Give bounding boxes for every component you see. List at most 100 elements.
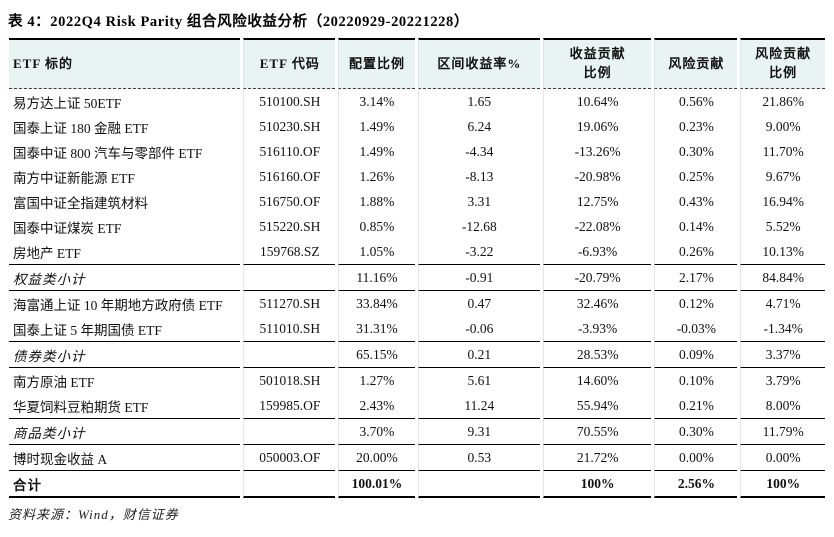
risk-contrib-cell: 0.30% bbox=[654, 418, 738, 445]
weight-cell: 33.84% bbox=[338, 291, 415, 316]
risk-contrib-pct-cell: -1.34% bbox=[740, 316, 825, 341]
interval-return-cell: -8.13 bbox=[417, 164, 540, 189]
return-contrib-cell: 28.53% bbox=[542, 341, 652, 368]
col-header-return-contribution-ratio: 收益贡献 比例 bbox=[542, 38, 652, 89]
table-row: 富国中证全指建筑材料 516750.OF 1.88% 3.31 12.75% 0.43% 1… bbox=[9, 189, 825, 214]
return-contrib-cell: 12.75% bbox=[542, 189, 652, 214]
risk-contrib-cell: 2.17% bbox=[654, 264, 738, 291]
return-contrib-cell: 14.60% bbox=[542, 368, 652, 393]
risk-contrib-pct-cell: 8.00% bbox=[740, 393, 825, 418]
etf-name-cell: 南方原油 ETF bbox=[13, 374, 95, 390]
return-contrib-cell: 10.64% bbox=[542, 89, 652, 114]
source-note: 资料来源：Wind，财信证券 bbox=[8, 507, 179, 522]
risk-contrib-cell: 0.43% bbox=[654, 189, 737, 214]
interval-return-cell: -12.68 bbox=[417, 214, 540, 239]
weight-cell: 1.49% bbox=[338, 114, 415, 139]
risk-contrib-pct-cell: 3.37% bbox=[740, 341, 825, 368]
etf-code-cell: 516110.OF bbox=[243, 139, 335, 164]
risk-contrib-cell: 2.56% bbox=[654, 470, 738, 498]
return-contrib-cell: -20.79% bbox=[542, 264, 652, 291]
weight-cell: 1.88% bbox=[338, 189, 415, 214]
risk-contrib-cell: 0.23% bbox=[654, 114, 737, 139]
etf-name-cell: 博时现金收益 A bbox=[13, 451, 108, 467]
weight-cell: 1.49% bbox=[338, 139, 415, 164]
return-contrib-cell: 100% bbox=[542, 470, 652, 498]
weight-cell: 0.85% bbox=[338, 214, 415, 239]
table-row: 海富通上证 10 年期地方政府债 ETF 511270.SH 33.84% 0.47 3… bbox=[9, 291, 825, 316]
subtotal-row: 债券类小计 65.15% 0.21 28.53% 0.09% 3.37% bbox=[9, 341, 825, 368]
weight-cell: 2.43% bbox=[338, 393, 415, 418]
interval-return-cell: 5.61 bbox=[417, 368, 540, 393]
table-row: 易方达上证 50ETF 510100.SH 3.14% 1.65 10.64% 0.56%… bbox=[9, 89, 825, 114]
risk-contrib-cell: -0.03% bbox=[654, 316, 737, 341]
etf-code-cell bbox=[243, 264, 336, 291]
etf-name-cell: 富国中证全指建筑材料 bbox=[13, 195, 148, 211]
risk-contrib-pct-cell: 4.71% bbox=[740, 291, 825, 316]
etf-code-cell: 511010.SH bbox=[243, 316, 335, 341]
return-contrib-cell: -22.08% bbox=[542, 214, 652, 239]
table-row: 房地产 ETF 159768.SZ 1.05% -3.22 -6.93% 0.26% 10.… bbox=[9, 239, 825, 264]
weight-cell: 11.16% bbox=[338, 264, 415, 291]
etf-code-cell: 515220.SH bbox=[243, 214, 335, 239]
col-header-risk-contribution-ratio: 风险贡献 比例 bbox=[740, 38, 825, 89]
interval-return-cell: 1.65 bbox=[417, 89, 540, 114]
risk-contrib-cell: 0.21% bbox=[654, 393, 737, 418]
interval-return-cell: 0.47 bbox=[417, 291, 540, 316]
table-row: 国泰中证煤炭 ETF 515220.SH 0.85% -12.68 -22.08% 0.1… bbox=[9, 214, 825, 239]
weight-cell: 100.01% bbox=[338, 470, 415, 498]
table-row: 博时现金收益 A 050003.OF 20.00% 0.53 21.72% 0.00% 0.… bbox=[9, 445, 825, 470]
col-header-risk-contribution: 风险贡献 bbox=[654, 38, 738, 89]
table-row: 国泰中证 800 汽车与零部件 ETF 516110.OF 1.49% -4.34 -1… bbox=[9, 139, 825, 164]
interval-return-cell: 3.31 bbox=[417, 189, 540, 214]
risk-contrib-cell: 0.14% bbox=[654, 214, 737, 239]
weight-cell: 1.27% bbox=[338, 368, 415, 393]
return-contrib-cell: 21.72% bbox=[542, 445, 652, 470]
etf-name-cell: 合计 bbox=[9, 470, 241, 498]
risk-contrib-pct-cell: 11.70% bbox=[740, 139, 825, 164]
etf-code-cell bbox=[243, 470, 336, 498]
interval-return-cell bbox=[417, 470, 540, 498]
etf-code-cell: 510100.SH bbox=[243, 89, 335, 114]
etf-code-cell: 159768.SZ bbox=[243, 239, 335, 264]
interval-return-cell: -4.34 bbox=[417, 139, 540, 164]
etf-name-cell: 国泰上证 180 金融 ETF bbox=[13, 120, 149, 136]
etf-code-cell: 516750.OF bbox=[243, 189, 335, 214]
interval-return-cell: 6.24 bbox=[417, 114, 540, 139]
risk-contrib-cell: 0.56% bbox=[654, 89, 737, 114]
return-contrib-cell: 19.06% bbox=[542, 114, 652, 139]
risk-contrib-pct-cell: 10.13% bbox=[740, 239, 825, 264]
table-row: 国泰上证 180 金融 ETF 510230.SH 1.49% 6.24 19.06% 0… bbox=[9, 114, 825, 139]
interval-return-cell: 9.31 bbox=[417, 418, 540, 445]
risk-contrib-pct-cell: 5.52% bbox=[740, 214, 825, 239]
etf-name-cell: 权益类小计 bbox=[9, 264, 241, 291]
risk-contrib-pct-cell: 3.79% bbox=[740, 368, 825, 393]
risk-contrib-pct-cell: 9.00% bbox=[740, 114, 825, 139]
interval-return-cell: -0.91 bbox=[417, 264, 540, 291]
header-row: ETF 标的 ETF 代码 配置比例 区间收益率% 收益贡献 比例 风险贡献 风… bbox=[9, 38, 825, 89]
total-row: 合计 100.01% 100% 2.56% 100% bbox=[9, 470, 825, 498]
col-header-interval-return: 区间收益率% bbox=[417, 38, 540, 89]
etf-name-cell: 易方达上证 50ETF bbox=[13, 95, 122, 111]
etf-code-cell bbox=[243, 341, 336, 368]
etf-name-cell: 南方中证新能源 ETF bbox=[13, 170, 135, 186]
col-header-etf-name: ETF 标的 bbox=[9, 38, 241, 89]
risk-contrib-cell: 0.26% bbox=[654, 239, 737, 264]
risk-contrib-pct-cell: 84.84% bbox=[740, 264, 825, 291]
return-contrib-cell: 32.46% bbox=[542, 291, 652, 316]
etf-name-cell: 海富通上证 10 年期地方政府债 ETF bbox=[13, 297, 223, 313]
risk-contrib-cell: 0.09% bbox=[654, 341, 738, 368]
col-header-etf-code: ETF 代码 bbox=[243, 38, 336, 89]
return-contrib-cell: -6.93% bbox=[542, 239, 652, 264]
risk-parity-table: ETF 标的 ETF 代码 配置比例 区间收益率% 收益贡献 比例 风险贡献 风… bbox=[6, 38, 828, 498]
risk-contrib-cell: 0.12% bbox=[654, 291, 737, 316]
interval-return-cell: 11.24 bbox=[417, 393, 540, 418]
etf-name-cell: 商品类小计 bbox=[9, 418, 241, 445]
risk-contrib-pct-cell: 21.86% bbox=[740, 89, 825, 114]
etf-name-cell: 房地产 ETF bbox=[13, 245, 81, 261]
interval-return-cell: -3.22 bbox=[417, 239, 540, 264]
risk-contrib-cell: 0.25% bbox=[654, 164, 737, 189]
weight-cell: 1.26% bbox=[338, 164, 415, 189]
subtotal-row: 商品类小计 3.70% 9.31 70.55% 0.30% 11.79% bbox=[9, 418, 825, 445]
etf-code-cell: 501018.SH bbox=[243, 368, 335, 393]
table-row: 南方中证新能源 ETF 516160.OF 1.26% -8.13 -20.98% 0.2… bbox=[9, 164, 825, 189]
